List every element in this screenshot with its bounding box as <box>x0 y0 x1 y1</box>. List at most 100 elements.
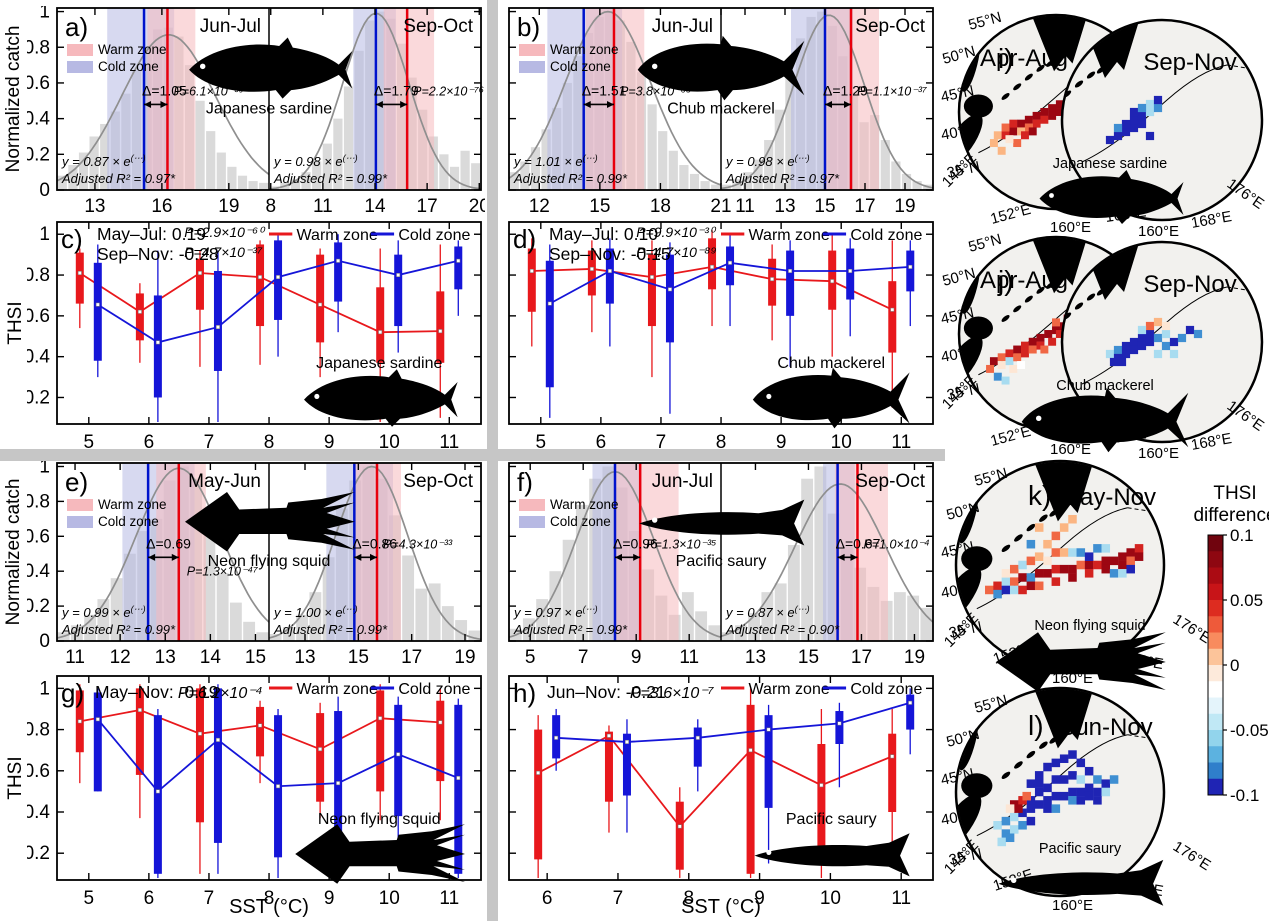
warm-zone-label: Warm zone <box>749 227 830 244</box>
thsi-cell <box>1055 108 1064 116</box>
thsi-cell <box>1024 115 1033 124</box>
fish-eye <box>1010 877 1017 884</box>
cold-zone-label: Cold zone <box>98 514 159 529</box>
thsi-cell <box>997 837 1007 847</box>
thsi-cell <box>1051 775 1061 784</box>
warm-median-marker <box>529 269 534 273</box>
thsi-cell <box>1026 804 1036 813</box>
warm-median-marker <box>198 731 202 736</box>
cold-box <box>454 246 463 290</box>
thsi-cell <box>1048 104 1057 113</box>
fish-eye <box>1049 193 1054 198</box>
thsi-cell <box>1018 573 1027 582</box>
fish-eye <box>651 517 658 523</box>
x-tick-label: 19 <box>904 647 925 668</box>
thsi-cell <box>1084 766 1094 776</box>
cold-median-marker <box>216 325 220 330</box>
thsi-cell <box>1068 796 1077 805</box>
thsi-cell <box>1145 107 1155 117</box>
cold-median-marker <box>788 269 793 273</box>
thsi-cell <box>1101 787 1111 797</box>
cold-box <box>693 727 702 767</box>
histogram-bar <box>229 602 242 641</box>
arrow-head-left <box>825 100 832 108</box>
thsi-cell <box>1026 573 1036 582</box>
x-tick-label: 6 <box>596 432 607 453</box>
histogram-bar <box>282 627 295 641</box>
histogram-bar <box>681 592 694 641</box>
thsi-cell <box>1121 127 1131 137</box>
thsi-cell <box>1034 523 1044 532</box>
mackerel-silhouette <box>752 367 910 429</box>
warm-median-marker <box>890 307 895 312</box>
histogram-bar <box>100 123 110 190</box>
cold-box <box>93 262 102 361</box>
warm-zone-label: Warm zone <box>98 42 167 57</box>
plot-frame <box>508 221 934 425</box>
delta-arrow <box>375 100 408 108</box>
mackerel-silhouette-path <box>637 35 805 101</box>
histogram-bar <box>742 172 753 190</box>
thsi-cell <box>993 131 1002 140</box>
warm-zone-band <box>613 463 679 641</box>
delta-arrow <box>148 553 179 561</box>
x-tick-label: 11 <box>679 647 699 668</box>
cold-box <box>786 250 795 316</box>
map-season-label: Jun-Nov <box>1063 714 1152 741</box>
x-tick-label: 8 <box>264 888 275 909</box>
thsi-cell <box>1034 552 1044 561</box>
warm-zone-swatch <box>67 499 93 511</box>
arrow-head-right <box>850 553 858 561</box>
cold-box <box>726 246 735 286</box>
zone-legend: Warm zone Cold zone <box>67 497 167 529</box>
thsi-cell <box>1134 544 1144 553</box>
saury-silhouette <box>754 833 910 877</box>
x-tick-label: 9 <box>776 432 787 453</box>
cold-box <box>764 715 773 808</box>
x-tick-label: 8 <box>683 888 694 909</box>
season-label: Sep-Oct <box>855 471 925 492</box>
colorbar-segment <box>1208 762 1223 780</box>
species-label: Pacific saury <box>786 811 877 828</box>
delta-arrow <box>837 553 858 561</box>
histogram-bar <box>647 104 657 190</box>
thsi-cell <box>1129 107 1139 117</box>
squid-silhouette <box>295 824 465 884</box>
thsi-cell <box>1153 103 1163 113</box>
x-tick-label: 10 <box>831 432 852 453</box>
x-tick-label: 7 <box>204 888 215 909</box>
colorbar-segment <box>1208 665 1223 682</box>
cold-box <box>545 260 554 388</box>
squid-silhouette-path <box>295 824 465 884</box>
thsi-cell <box>1043 783 1052 793</box>
y-tick-label: 1 <box>39 461 50 477</box>
land-hokkaido <box>961 546 993 572</box>
x-tick-label: 17 <box>851 647 872 668</box>
latitude-label: 35°N <box>945 380 981 404</box>
fit-r-squared: Adjusted R² = 0.97* <box>61 171 176 186</box>
x-tick-label: 8 <box>265 196 276 217</box>
warm-zone-band <box>147 8 196 190</box>
thsi-cell <box>1118 569 1127 578</box>
histogram-bar <box>449 166 460 190</box>
histogram-bar <box>920 607 933 641</box>
histogram-bar <box>562 539 575 641</box>
cold-zone-swatch <box>519 516 545 528</box>
squid-silhouette <box>185 491 355 552</box>
warm-median-marker <box>650 275 654 280</box>
saury-silhouette <box>998 859 1164 906</box>
panel-letter: c) <box>61 224 83 254</box>
saury-silhouette-path <box>639 499 805 546</box>
thsi-cell <box>1126 564 1135 574</box>
thsi-cell <box>1113 131 1123 141</box>
latitude-label: 35°N <box>947 618 983 642</box>
histogram-bar <box>575 504 588 641</box>
map-season-label: Sep-Nov <box>1143 49 1236 76</box>
land-kuril-island <box>1036 286 1045 294</box>
histogram-bar <box>110 578 123 641</box>
x-tick-label: 8 <box>264 432 275 453</box>
warm-box <box>888 733 897 812</box>
histogram-bar <box>520 161 530 190</box>
warm-median-marker <box>677 824 682 829</box>
cold-median-marker <box>728 260 732 265</box>
